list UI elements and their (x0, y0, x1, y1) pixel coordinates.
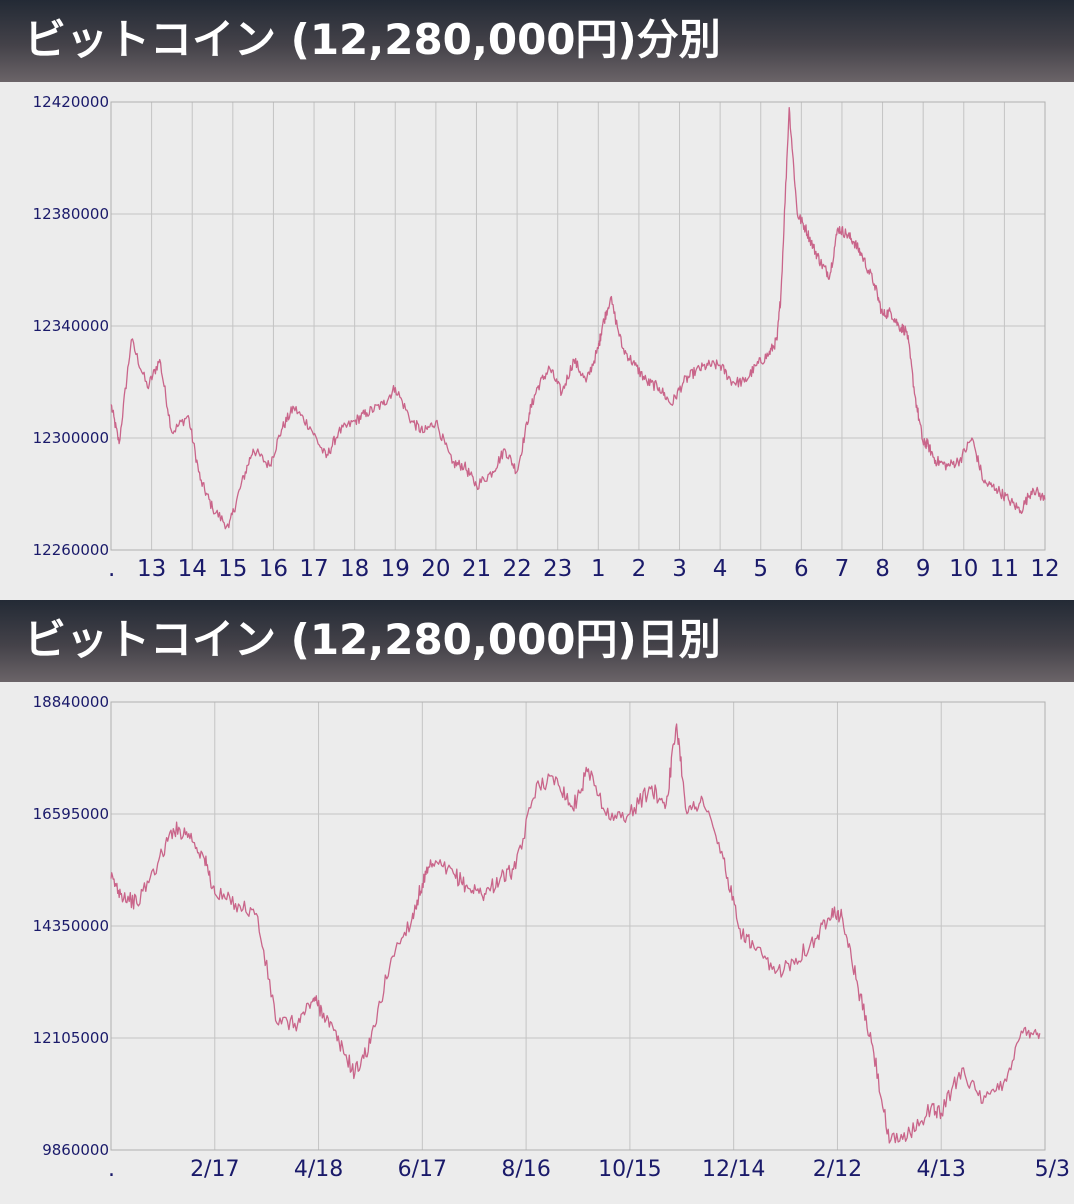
minute-chart-svg: 12420000 12380000 12340000 12300000 12260000… (33, 93, 1060, 582)
minute-x-tick-label: 17 (299, 556, 328, 582)
minute-x-tick-label: 11 (990, 556, 1019, 582)
minute-x-tick-label: 1 (591, 556, 606, 582)
minute-chart-panel: ビットコイン (12,280,000円)分別 12420000 12380000 1… (0, 0, 1074, 600)
daily-y-tick-label: 16595000 (33, 805, 109, 823)
minute-x-tick-label: 16 (259, 556, 288, 582)
daily-x-tick-label: 12/14 (702, 1157, 765, 1182)
minute-x-tick-label: 18 (340, 556, 369, 582)
daily-x-tick-label: 4/13 (917, 1157, 966, 1182)
minute-plot-frame (110, 101, 1046, 551)
minute-y-tick-label: 12260000 (33, 541, 109, 559)
minute-chart-area: 12420000 12380000 12340000 12300000 12260000… (0, 82, 1074, 600)
minute-x-tick-label: 5 (753, 556, 768, 582)
minute-x-tick-label: 7 (835, 556, 850, 582)
daily-x-tick-label: 10/15 (598, 1157, 661, 1182)
minute-y-tick-label: 12380000 (33, 205, 109, 223)
daily-x-tick-label: 8/16 (501, 1157, 550, 1182)
minute-x-tick-label: . (108, 556, 115, 582)
daily-x-tick-label: 5/3 (1035, 1157, 1070, 1182)
daily-chart-panel: ビットコイン (12,280,000円)日別 18840000 16595000 1… (0, 600, 1074, 1200)
daily-x-tick-label: 2/17 (190, 1157, 239, 1182)
daily-x-tick-label: 4/18 (294, 1157, 343, 1182)
minute-chart-title: ビットコイン (12,280,000円)分別 (24, 15, 721, 64)
daily-y-tick-label: 14350000 (33, 917, 109, 935)
minute-x-tick-label: 20 (421, 556, 450, 582)
minute-y-tick-label: 12340000 (33, 317, 109, 335)
minute-x-tick-label: 3 (672, 556, 687, 582)
minute-x-tick-label: 15 (218, 556, 247, 582)
minute-x-tick-label: 4 (713, 556, 728, 582)
daily-chart-title: ビットコイン (12,280,000円)日別 (24, 615, 721, 664)
daily-chart-area: 18840000 16595000 14350000 12105000 9860000.… (0, 682, 1074, 1200)
minute-x-tick-label: 19 (381, 556, 410, 582)
daily-price-line (110, 723, 1041, 1144)
daily-chart-svg: 18840000 16595000 14350000 12105000 9860000.… (33, 693, 1070, 1182)
minute-x-tick-label: 12 (1030, 556, 1059, 582)
minute-x-tick-label: 10 (949, 556, 978, 582)
minute-x-tick-label: 8 (875, 556, 890, 582)
minute-y-tick-label: 12300000 (33, 429, 109, 447)
daily-y-tick-label: 9860000 (42, 1141, 109, 1159)
minute-x-tick-label: 2 (632, 556, 647, 582)
minute-price-line (110, 106, 1046, 530)
daily-chart-header: ビットコイン (12,280,000円)日別 (0, 600, 1074, 682)
daily-x-tick-label: 2/12 (813, 1157, 862, 1182)
minute-x-tick-label: 14 (178, 556, 207, 582)
daily-y-tick-label: 18840000 (33, 693, 109, 711)
minute-x-tick-label: 23 (543, 556, 572, 582)
minute-x-tick-label: 6 (794, 556, 809, 582)
minute-x-tick-label: 21 (462, 556, 491, 582)
daily-x-tick-label: 6/17 (398, 1157, 447, 1182)
minute-x-tick-label: 22 (502, 556, 531, 582)
minute-x-tick-label: 13 (137, 556, 166, 582)
daily-y-tick-label: 12105000 (33, 1029, 109, 1047)
minute-y-tick-label: 12420000 (33, 93, 109, 111)
daily-plot-frame (110, 701, 1046, 1151)
minute-chart-header: ビットコイン (12,280,000円)分別 (0, 0, 1074, 82)
daily-x-tick-label: . (108, 1157, 115, 1182)
minute-x-tick-label: 9 (916, 556, 931, 582)
